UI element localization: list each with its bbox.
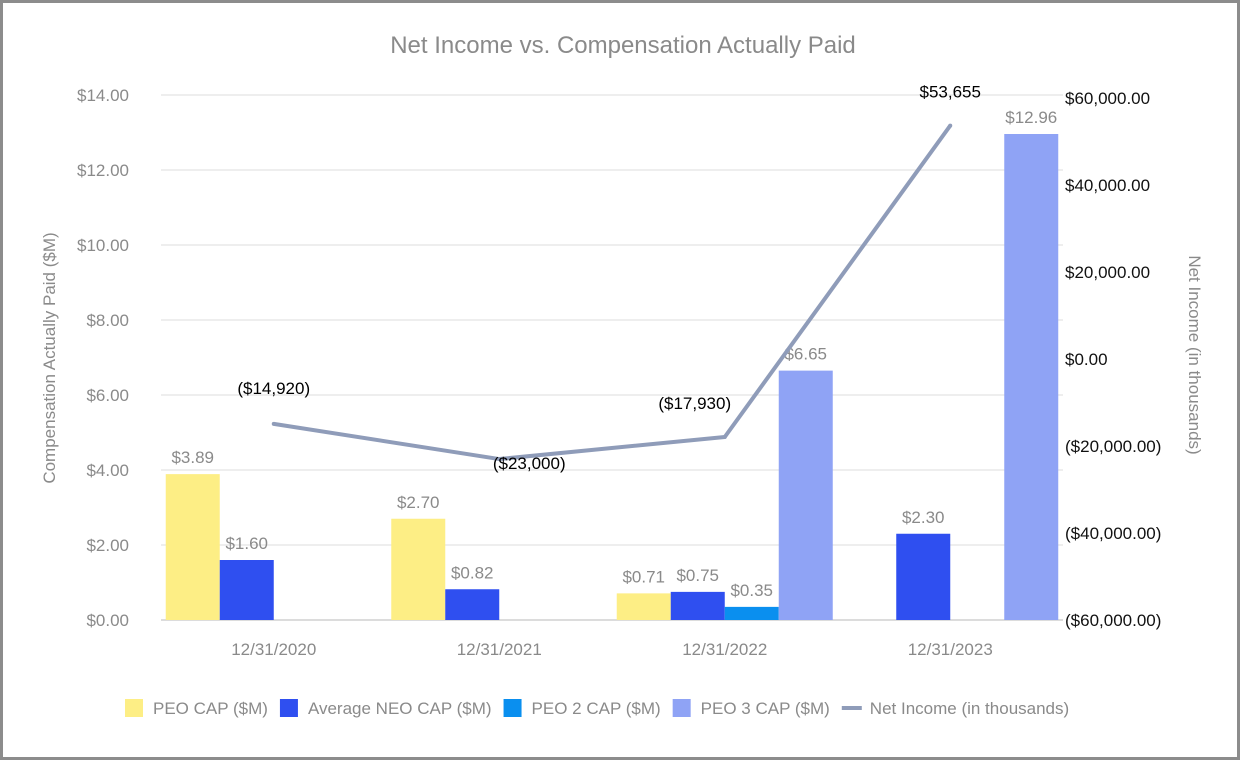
right-tick-label: $40,000.00 bbox=[1065, 176, 1150, 195]
category-label: 12/31/2022 bbox=[682, 640, 767, 659]
bar bbox=[724, 606, 779, 620]
bar-data-label: $0.75 bbox=[676, 566, 719, 585]
bar-data-label: $0.35 bbox=[730, 581, 773, 600]
right-tick-label: $60,000.00 bbox=[1065, 89, 1150, 108]
bar bbox=[445, 589, 500, 620]
right-axis-ticks: ($60,000.00) ($40,000.00) ($20,000.00) $0.0… bbox=[1065, 89, 1161, 630]
bar-data-label: $12.96 bbox=[1005, 108, 1057, 127]
net-income-point bbox=[722, 434, 727, 439]
right-tick-label: ($60,000.00) bbox=[1065, 611, 1161, 630]
left-axis-ticks: $0.00 $2.00 $4.00 $6.00 $8.00 $10.00 $12.00 $14… bbox=[77, 86, 129, 630]
left-tick-label: $12.00 bbox=[77, 161, 129, 180]
legend-label: Average NEO CAP ($M) bbox=[308, 699, 492, 718]
net-income-line-group: ($14,920) ($23,000) ($17,930) $53,655 bbox=[237, 83, 981, 473]
net-income-data-label: ($23,000) bbox=[493, 454, 566, 473]
bar bbox=[616, 593, 671, 620]
category-axis-labels: 12/31/2020 12/31/2021 12/31/2022 12/31/2023 bbox=[231, 640, 993, 659]
bar-data-label: $1.60 bbox=[225, 534, 268, 553]
left-tick-label: $0.00 bbox=[86, 611, 129, 630]
legend-label: PEO CAP ($M) bbox=[153, 699, 268, 718]
bar-data-label: $2.70 bbox=[397, 493, 440, 512]
legend-label: Net Income (in thousands) bbox=[870, 699, 1069, 718]
bar-marks bbox=[165, 134, 1059, 620]
right-tick-label: ($20,000.00) bbox=[1065, 437, 1161, 456]
net-income-data-label: ($14,920) bbox=[237, 379, 310, 398]
bar bbox=[1004, 134, 1059, 620]
left-tick-label: $2.00 bbox=[86, 536, 129, 555]
net-income-point bbox=[497, 457, 502, 462]
category-label: 12/31/2020 bbox=[231, 640, 316, 659]
left-axis-label: Compensation Actually Paid ($M) bbox=[40, 232, 59, 483]
right-tick-label: $0.00 bbox=[1065, 350, 1108, 369]
left-tick-label: $14.00 bbox=[77, 86, 129, 105]
bar bbox=[778, 370, 833, 620]
bar-data-label: $2.30 bbox=[902, 508, 945, 527]
left-tick-label: $6.00 bbox=[86, 386, 129, 405]
legend-swatch bbox=[672, 699, 691, 717]
legend-label: PEO 2 CAP ($M) bbox=[532, 699, 661, 718]
legend: PEO CAP ($M) Average NEO CAP ($M) PEO 2 CA… bbox=[125, 699, 1069, 718]
bar bbox=[670, 591, 725, 620]
bar-data-label: $3.89 bbox=[171, 448, 214, 467]
bar-data-label: $6.65 bbox=[784, 345, 827, 364]
net-income-point bbox=[271, 421, 276, 426]
bar bbox=[896, 533, 951, 620]
legend-label: PEO 3 CAP ($M) bbox=[701, 699, 830, 718]
bar-data-label: $0.71 bbox=[622, 567, 665, 586]
chart-title: Net Income vs. Compensation Actually Pai… bbox=[390, 32, 856, 59]
bar bbox=[391, 518, 446, 620]
bar-data-labels: $3.89 $1.60 $2.70 $0.82 $0.71 $0.75 $0.35 $6.65… bbox=[171, 108, 1057, 600]
left-tick-label: $8.00 bbox=[86, 311, 129, 330]
net-income-point bbox=[948, 123, 953, 128]
left-tick-label: $10.00 bbox=[77, 236, 129, 255]
legend-swatch bbox=[503, 699, 522, 717]
right-axis-label: Net Income (in thousands) bbox=[1185, 255, 1204, 454]
right-tick-label: ($40,000.00) bbox=[1065, 524, 1161, 543]
bar-data-label: $0.82 bbox=[451, 563, 494, 582]
category-label: 12/31/2021 bbox=[457, 640, 542, 659]
bar bbox=[219, 560, 274, 620]
bar bbox=[165, 474, 220, 620]
chart-svg: Net Income vs. Compensation Actually Pai… bbox=[40, 32, 1204, 718]
net-income-data-label: $53,655 bbox=[920, 83, 981, 102]
category-label: 12/31/2023 bbox=[908, 640, 993, 659]
left-tick-label: $4.00 bbox=[86, 461, 129, 480]
right-tick-label: $20,000.00 bbox=[1065, 263, 1150, 282]
legend-swatch bbox=[125, 699, 143, 717]
legend-swatch bbox=[279, 699, 298, 717]
net-income-data-label: ($17,930) bbox=[658, 394, 731, 413]
net-income-line bbox=[273, 124, 952, 462]
